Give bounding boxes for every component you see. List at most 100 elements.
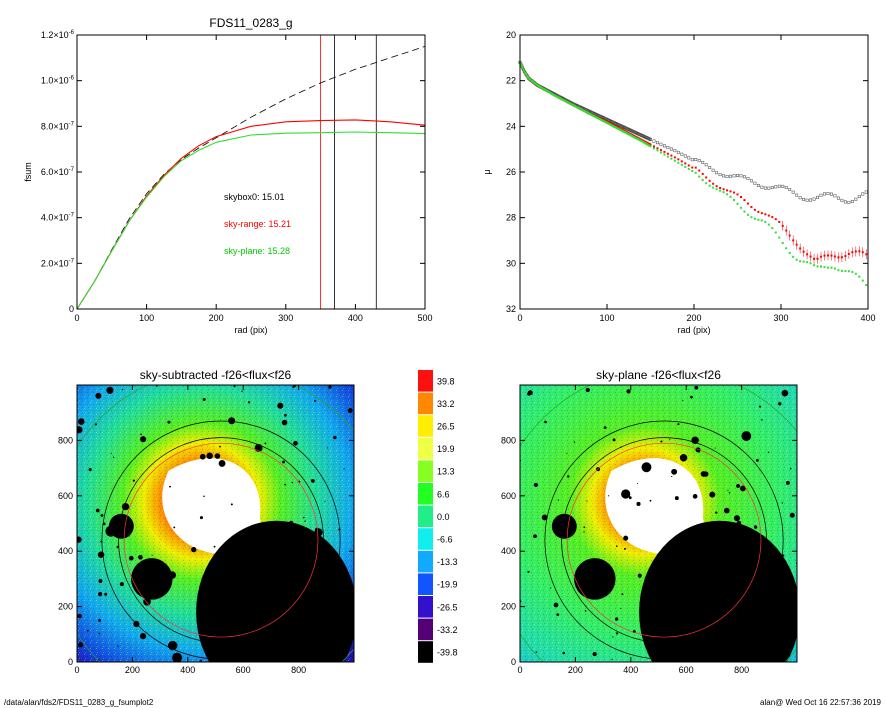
- mu-point-0: [812, 197, 816, 201]
- mu-point-0: [732, 174, 736, 178]
- colorbar-swatch: [418, 370, 433, 392]
- source-mask: [621, 489, 631, 499]
- source-mask: [624, 547, 626, 550]
- mu-point-2: [520, 65, 523, 68]
- mu-point-0: [680, 152, 684, 156]
- source-mask: [637, 573, 642, 578]
- mu-point-2: [705, 182, 708, 185]
- source-mask: [261, 565, 264, 568]
- mu-point-2: [753, 217, 756, 220]
- mu-point-2: [746, 213, 749, 216]
- source-mask: [219, 445, 221, 448]
- image-xtick-label: 200: [125, 665, 140, 675]
- image-ytick-label: 0: [68, 657, 73, 667]
- source-mask: [326, 447, 329, 449]
- source-mask: [736, 520, 742, 526]
- fsum-series-line-1: [76, 119, 426, 310]
- source-mask: [264, 442, 267, 445]
- source-mask: [203, 495, 205, 497]
- source-mask: [691, 436, 699, 445]
- mu-point-2: [795, 258, 798, 261]
- mu-point-2: [809, 262, 812, 265]
- plot1-ytick-label: 6.0×10-7: [41, 167, 75, 177]
- source-mask: [116, 545, 119, 549]
- colorbar-swatch: [418, 550, 433, 573]
- mu-point-0: [718, 173, 722, 177]
- mu-point-1: [778, 221, 781, 224]
- mu-point-2: [673, 159, 676, 162]
- colorbar-swatch: [418, 505, 433, 528]
- source-mask: [218, 459, 226, 467]
- mu-point-1: [666, 152, 669, 155]
- source-mask: [262, 590, 267, 595]
- source-mask: [682, 399, 684, 401]
- mu-point-0: [777, 184, 781, 188]
- colorbar-swatch: [418, 528, 433, 550]
- star-mask: [131, 558, 173, 600]
- mu-point-2: [851, 271, 854, 274]
- bright-star-mask: [639, 520, 797, 662]
- source-mask: [745, 601, 749, 605]
- source-mask: [132, 479, 135, 482]
- source-mask: [586, 500, 588, 502]
- source-mask: [719, 651, 725, 657]
- plot2-xtick-label: 300: [773, 313, 788, 323]
- mu-point-0: [697, 159, 701, 163]
- source-mask: [155, 579, 161, 585]
- source-mask: [172, 652, 183, 662]
- mu-point-1: [726, 189, 729, 192]
- source-mask: [736, 483, 741, 488]
- mu-point-2: [677, 161, 680, 164]
- mu-point-2: [865, 284, 868, 287]
- mu-point-2: [691, 169, 694, 172]
- mu-point-2: [687, 167, 690, 170]
- source-mask: [77, 536, 82, 543]
- source-mask: [276, 525, 280, 528]
- bright-star-mask: [196, 520, 354, 662]
- source-mask: [782, 554, 785, 557]
- source-mask: [692, 494, 698, 499]
- plot1-xtick-label: 400: [348, 313, 363, 323]
- source-mask: [273, 603, 277, 607]
- mu-point-2: [840, 269, 843, 272]
- plot2-ytick-label: 30: [506, 258, 516, 268]
- mu-point-2: [722, 191, 725, 194]
- galaxy-core: [605, 458, 705, 556]
- mu-point-2: [826, 266, 829, 269]
- source-mask: [263, 614, 273, 624]
- source-mask: [758, 405, 762, 408]
- source-mask: [275, 536, 279, 540]
- source-mask: [720, 631, 722, 633]
- source-mask: [121, 388, 124, 391]
- source-mask: [247, 401, 251, 404]
- mu-point-0: [798, 196, 802, 200]
- mu-point-2: [802, 260, 805, 263]
- source-mask: [230, 503, 233, 506]
- source-mask: [781, 502, 783, 504]
- source-mask: [723, 507, 730, 514]
- source-mask: [214, 453, 221, 459]
- source-mask: [284, 414, 287, 417]
- source-mask: [535, 651, 538, 653]
- source-mask: [641, 462, 652, 473]
- mu-point-2: [799, 260, 802, 263]
- source-mask: [685, 543, 691, 550]
- aperture-ellipse: [561, 437, 767, 643]
- mu-point-2: [830, 266, 833, 269]
- mu-point-2: [739, 206, 742, 209]
- mu-point-0: [791, 190, 795, 194]
- source-mask: [793, 598, 797, 602]
- mu-point-1: [705, 176, 708, 179]
- source-mask: [295, 575, 305, 584]
- colorbar-swatch: [418, 483, 433, 505]
- source-mask: [228, 417, 236, 425]
- mu-point-0: [749, 179, 753, 183]
- source-mask: [674, 496, 679, 501]
- source-mask: [337, 594, 341, 599]
- mu-point-0: [711, 168, 715, 172]
- mu-point-0: [736, 174, 739, 177]
- source-mask: [324, 608, 328, 613]
- source-mask: [621, 593, 624, 596]
- mu-point-2: [837, 269, 840, 272]
